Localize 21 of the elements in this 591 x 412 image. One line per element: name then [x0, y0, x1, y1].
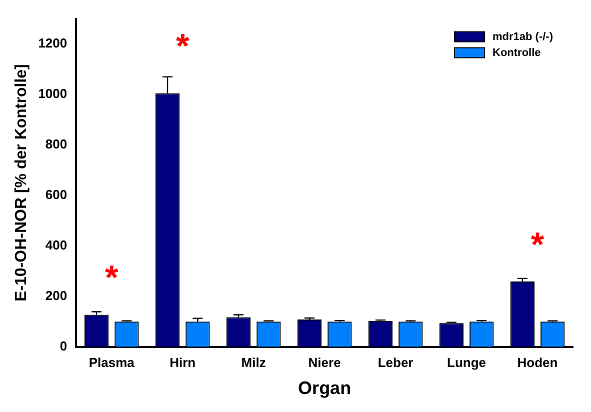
- y-tick-label: 0: [60, 338, 68, 354]
- annotation: *: [176, 28, 190, 66]
- y-tick-label: 800: [45, 136, 68, 152]
- x-tick-label: Milz: [241, 355, 266, 370]
- legend-label: Kontrolle: [492, 46, 541, 59]
- annotation: *: [530, 226, 545, 264]
- y-axis-title: E-10-OH-NOR [% der Kontrolle]: [13, 64, 30, 302]
- x-axis-title: Organ: [298, 378, 352, 398]
- y-tick-label: 1000: [38, 86, 68, 102]
- x-tick-label: Hirn: [170, 355, 196, 370]
- y-tick-label: 400: [45, 237, 68, 252]
- y-tick-label: 200: [45, 288, 68, 303]
- x-tick-label: Niere: [308, 355, 341, 370]
- x-tick-label: Hoden: [517, 355, 558, 370]
- legend-label: mdr1ab (-/-): [492, 30, 554, 43]
- x-tick-label: Lunge: [447, 355, 486, 370]
- x-tick-label: Plasma: [88, 355, 136, 370]
- x-tick-label: Leber: [378, 355, 414, 370]
- y-tick-label: 1200: [38, 36, 68, 51]
- y-tick-label: 600: [45, 186, 68, 202]
- annotation: *: [104, 259, 119, 298]
